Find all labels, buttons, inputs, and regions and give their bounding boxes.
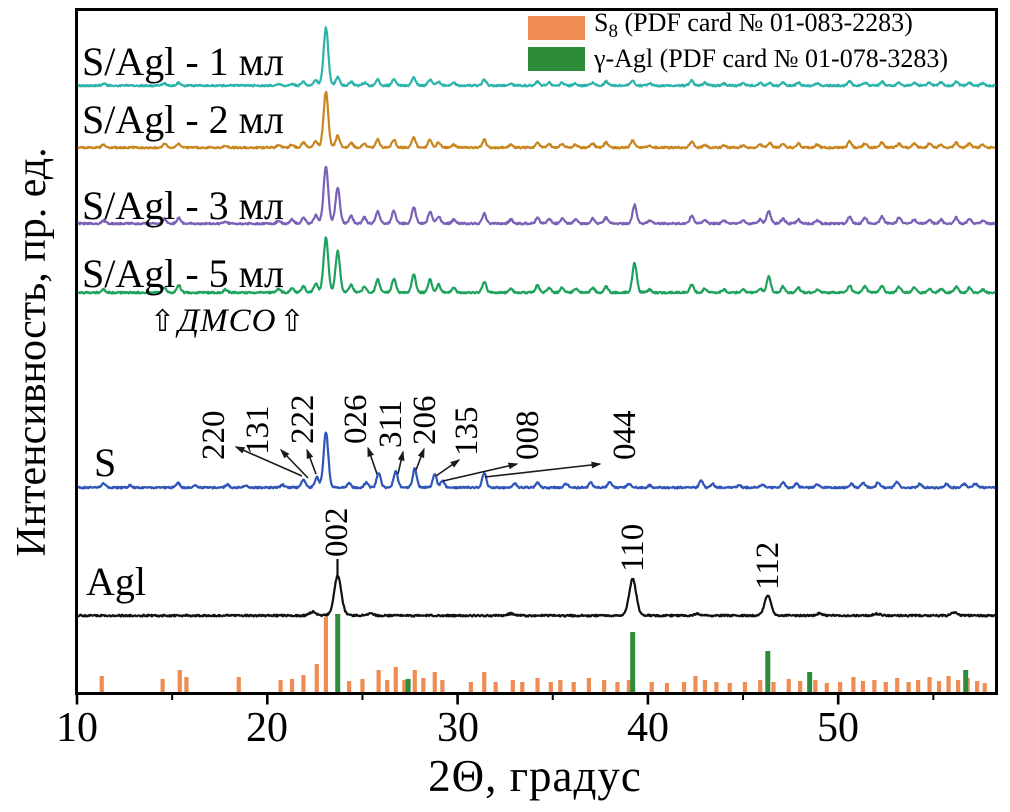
- legend: S8 (PDF card № 01-083-2283) γ-Agl (PDF c…: [528, 9, 948, 76]
- legend-label-s8: S8 (PDF card № 01-083-2283): [594, 7, 913, 43]
- legend-row-s8: S8 (PDF card № 01-083-2283): [528, 9, 948, 42]
- up-arrow-icon: ⇧: [279, 304, 305, 339]
- peak-label-002: 002: [319, 507, 355, 558]
- x-tick-30: 30: [437, 705, 479, 751]
- curve-label-s-agl-3ml: S/Agl - 3 мл: [82, 183, 284, 228]
- peak-label-131: 131: [240, 405, 276, 456]
- y-axis-title: Интенсивность, пр. ед.: [9, 147, 55, 557]
- legend-row-gamma-agi: γ-Agl (PDF card № 01-078-3283): [528, 45, 948, 72]
- peak-label-112: 112: [750, 541, 786, 590]
- legend-swatch-s8: [528, 15, 585, 40]
- curve-label-agl: Agl: [86, 559, 146, 604]
- peak-label-222: 222: [285, 394, 321, 445]
- x-tick-40: 40: [627, 705, 669, 751]
- dmso-annotation: ⇧ДМСО ⇧: [150, 303, 305, 340]
- peak-label-206: 206: [407, 395, 443, 446]
- curve-label-s-agl-5ml: S/Agl - 5 мл: [82, 251, 284, 296]
- peak-label-311: 311: [373, 399, 409, 448]
- peak-label-044: 044: [607, 410, 643, 461]
- legend-swatch-gamma-agi: [528, 46, 585, 71]
- dmso-text: ДМСО: [178, 303, 277, 339]
- x-axis-title: 2Θ, градус: [428, 751, 642, 801]
- x-tick-50: 50: [817, 705, 859, 751]
- curve-label-s-agl-1ml: S/Agl - 1 мл: [82, 39, 284, 84]
- x-tick-10: 10: [56, 705, 98, 751]
- peak-label-008: 008: [510, 410, 546, 461]
- curve-label-s-agl-2ml: S/Agl - 2 мл: [82, 97, 284, 142]
- legend-label-gamma-agi: γ-Agl (PDF card № 01-078-3283): [594, 43, 949, 73]
- curve-label-s: S: [94, 440, 117, 485]
- x-tick-20: 20: [246, 705, 288, 751]
- peak-label-135: 135: [449, 406, 485, 457]
- peak-label-026: 026: [338, 394, 374, 445]
- up-arrow-icon: ⇧: [150, 304, 176, 339]
- peak-label-220: 220: [196, 410, 232, 461]
- peak-label-110: 110: [615, 523, 651, 572]
